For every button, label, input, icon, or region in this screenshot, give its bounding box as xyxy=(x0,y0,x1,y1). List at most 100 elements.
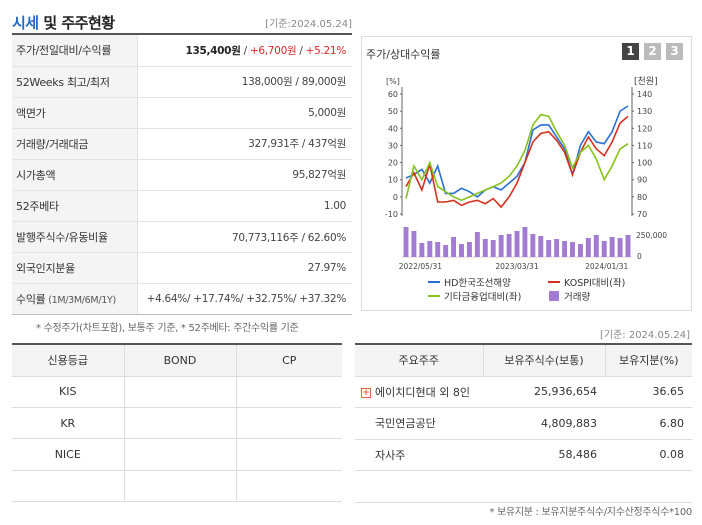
table-row: 발행주식수/유동비율 70,773,116주 / 62.60% xyxy=(12,221,352,254)
holder-name: 에이치디현대 외 8인 xyxy=(375,385,470,399)
separator: / xyxy=(296,44,306,57)
cp-cell xyxy=(236,407,342,440)
volume-bar xyxy=(593,235,599,257)
table-header-row: 신용등급 BOND CP xyxy=(12,344,342,377)
expand-plus-icon[interactable]: + xyxy=(361,387,371,398)
table-row: + 에이치디현대 외 8인 25,936,654 36.65 xyxy=(355,376,692,408)
holder-name: 국민연금공단 xyxy=(355,407,483,440)
volume-bar xyxy=(546,240,552,257)
bond-cell xyxy=(124,470,237,503)
left-tick-label: 50 xyxy=(388,107,398,116)
header-divider xyxy=(12,33,352,35)
column-header: CP xyxy=(236,344,342,377)
volume-bar xyxy=(601,241,607,257)
column-header: 신용등급 xyxy=(12,344,125,377)
volume-bar xyxy=(530,234,536,257)
row-label: 액면가 xyxy=(12,97,138,129)
table-header-row: 주요주주 보유주식수(보통) 보유지분(%) xyxy=(355,344,692,377)
left-tick-label: 0 xyxy=(393,193,398,202)
agency-cell xyxy=(12,470,125,503)
current-price: 135,400원 xyxy=(185,44,241,57)
legend-swatch-4 xyxy=(549,291,559,301)
column-header: 보유주식수(보통) xyxy=(483,344,606,377)
table-row: KIS xyxy=(12,376,342,408)
series-line-1 xyxy=(405,105,629,198)
volume-bar xyxy=(570,242,575,257)
legend-label-1: HD한국조선해양 xyxy=(444,277,511,289)
bond-cell xyxy=(124,407,237,440)
separator: / xyxy=(240,44,250,57)
row-label: 52주베타 xyxy=(12,190,138,223)
volume-bar xyxy=(451,237,457,257)
holder-shares xyxy=(483,470,605,503)
volume-bar xyxy=(562,241,568,257)
volume-bar xyxy=(609,237,615,257)
volume-tick-label: 250,000 xyxy=(636,231,667,240)
row-label: 주가/전일대비/수익률 xyxy=(12,35,138,67)
row-label: 발행주식수/유동비율 xyxy=(12,221,138,254)
chart-tab-2[interactable]: 2 xyxy=(644,43,661,60)
volume-bar xyxy=(577,244,583,257)
left-tick-label: -10 xyxy=(385,210,398,219)
row-value: 1.00 xyxy=(137,190,352,223)
chart-tab-1[interactable]: 1 xyxy=(622,43,639,60)
agency-cell: KIS xyxy=(12,376,125,408)
cp-cell xyxy=(236,438,342,471)
row-label: 외국인지분율 xyxy=(12,252,138,285)
x-tick-label: 2023/03/31 xyxy=(495,262,538,271)
holders-note: * 보유지분 : 보유지분주식수/지수산정주식수*100 xyxy=(489,507,692,518)
right-tick-label: 70 xyxy=(637,210,647,219)
cp-cell xyxy=(236,376,342,408)
volume-bar xyxy=(482,239,488,257)
column-header: 주요주주 xyxy=(355,344,484,377)
cp-cell xyxy=(236,470,342,503)
volume-bar xyxy=(403,227,409,257)
table-row: 자사주 58,486 0.08 xyxy=(355,439,692,471)
volume-bar xyxy=(514,231,520,257)
volume-bar xyxy=(522,227,528,257)
row-label: 시가총액 xyxy=(12,159,138,191)
holder-name: 자사주 xyxy=(355,439,483,471)
volume-bar xyxy=(617,238,623,257)
right-tick-label: 110 xyxy=(637,141,652,150)
holder-shares: 4,809,883 xyxy=(483,407,605,440)
x-tick-label: 2024/01/31 xyxy=(585,262,628,271)
holder-shares: 58,486 xyxy=(483,439,605,471)
row-label: 수익률 (1M/3M/6M/1Y) xyxy=(12,283,138,316)
base-date: [기준:2024.05.24] xyxy=(265,19,352,30)
row-value: 70,773,116주 / 62.60% xyxy=(137,221,352,254)
section-title: 시세 및 주주현황 xyxy=(12,12,115,33)
price-rate: +5.21% xyxy=(305,44,347,57)
volume-bar xyxy=(585,238,591,257)
summary-note: * 수정주가(차트포함), 보통주 기준, * 52주베타: 주간수익률 기준 xyxy=(36,323,299,334)
chart-title: 주가/상대수익률 xyxy=(366,48,441,61)
price-value: 135,400원 / +6,700원 / +5.21% xyxy=(137,35,352,67)
volume-tick-label: 0 xyxy=(637,252,642,261)
holder-pct: 36.65 xyxy=(605,376,692,408)
volume-bar xyxy=(625,235,631,257)
agency-cell: NICE xyxy=(12,438,125,471)
volume-bar xyxy=(435,242,441,257)
left-tick-label: 40 xyxy=(388,124,398,133)
table-row: 시가총액 95,827억원 xyxy=(12,159,352,191)
returns-label: 수익률 xyxy=(16,293,46,307)
table-row: 액면가 5,000원 xyxy=(12,97,352,129)
table-row: 거래량/거래대금 327,931주 / 437억원 xyxy=(12,128,352,160)
holder-name-cell: + 에이치디현대 외 8인 xyxy=(355,376,483,408)
row-value: 5,000원 xyxy=(137,97,352,129)
price-summary-table: 주가/전일대비/수익률 135,400원 / +6,700원 / +5.21% … xyxy=(12,35,352,316)
table-row: 외국인지분율 27.97% xyxy=(12,252,352,285)
table-row xyxy=(355,470,692,503)
chart-tab-3[interactable]: 3 xyxy=(666,43,683,60)
summary-divider xyxy=(12,314,352,315)
section-header: 시세 및 주주현황 [기준:2024.05.24] xyxy=(12,8,352,34)
agency-cell: KR xyxy=(12,407,125,440)
volume-bar xyxy=(490,240,496,257)
legend-label-4: 거래량 xyxy=(564,291,590,303)
credit-rating-table: 신용등급 BOND CP KIS KR NICE xyxy=(12,343,342,503)
table-row: KR xyxy=(12,407,342,440)
title-rest: 및 주주현황 xyxy=(38,14,115,32)
base-date-2: [기준: 2024.05.24] xyxy=(599,330,690,341)
table-row: 52Weeks 최고/최저 138,000원 / 89,000원 xyxy=(12,66,352,98)
volume-bar xyxy=(419,243,425,257)
